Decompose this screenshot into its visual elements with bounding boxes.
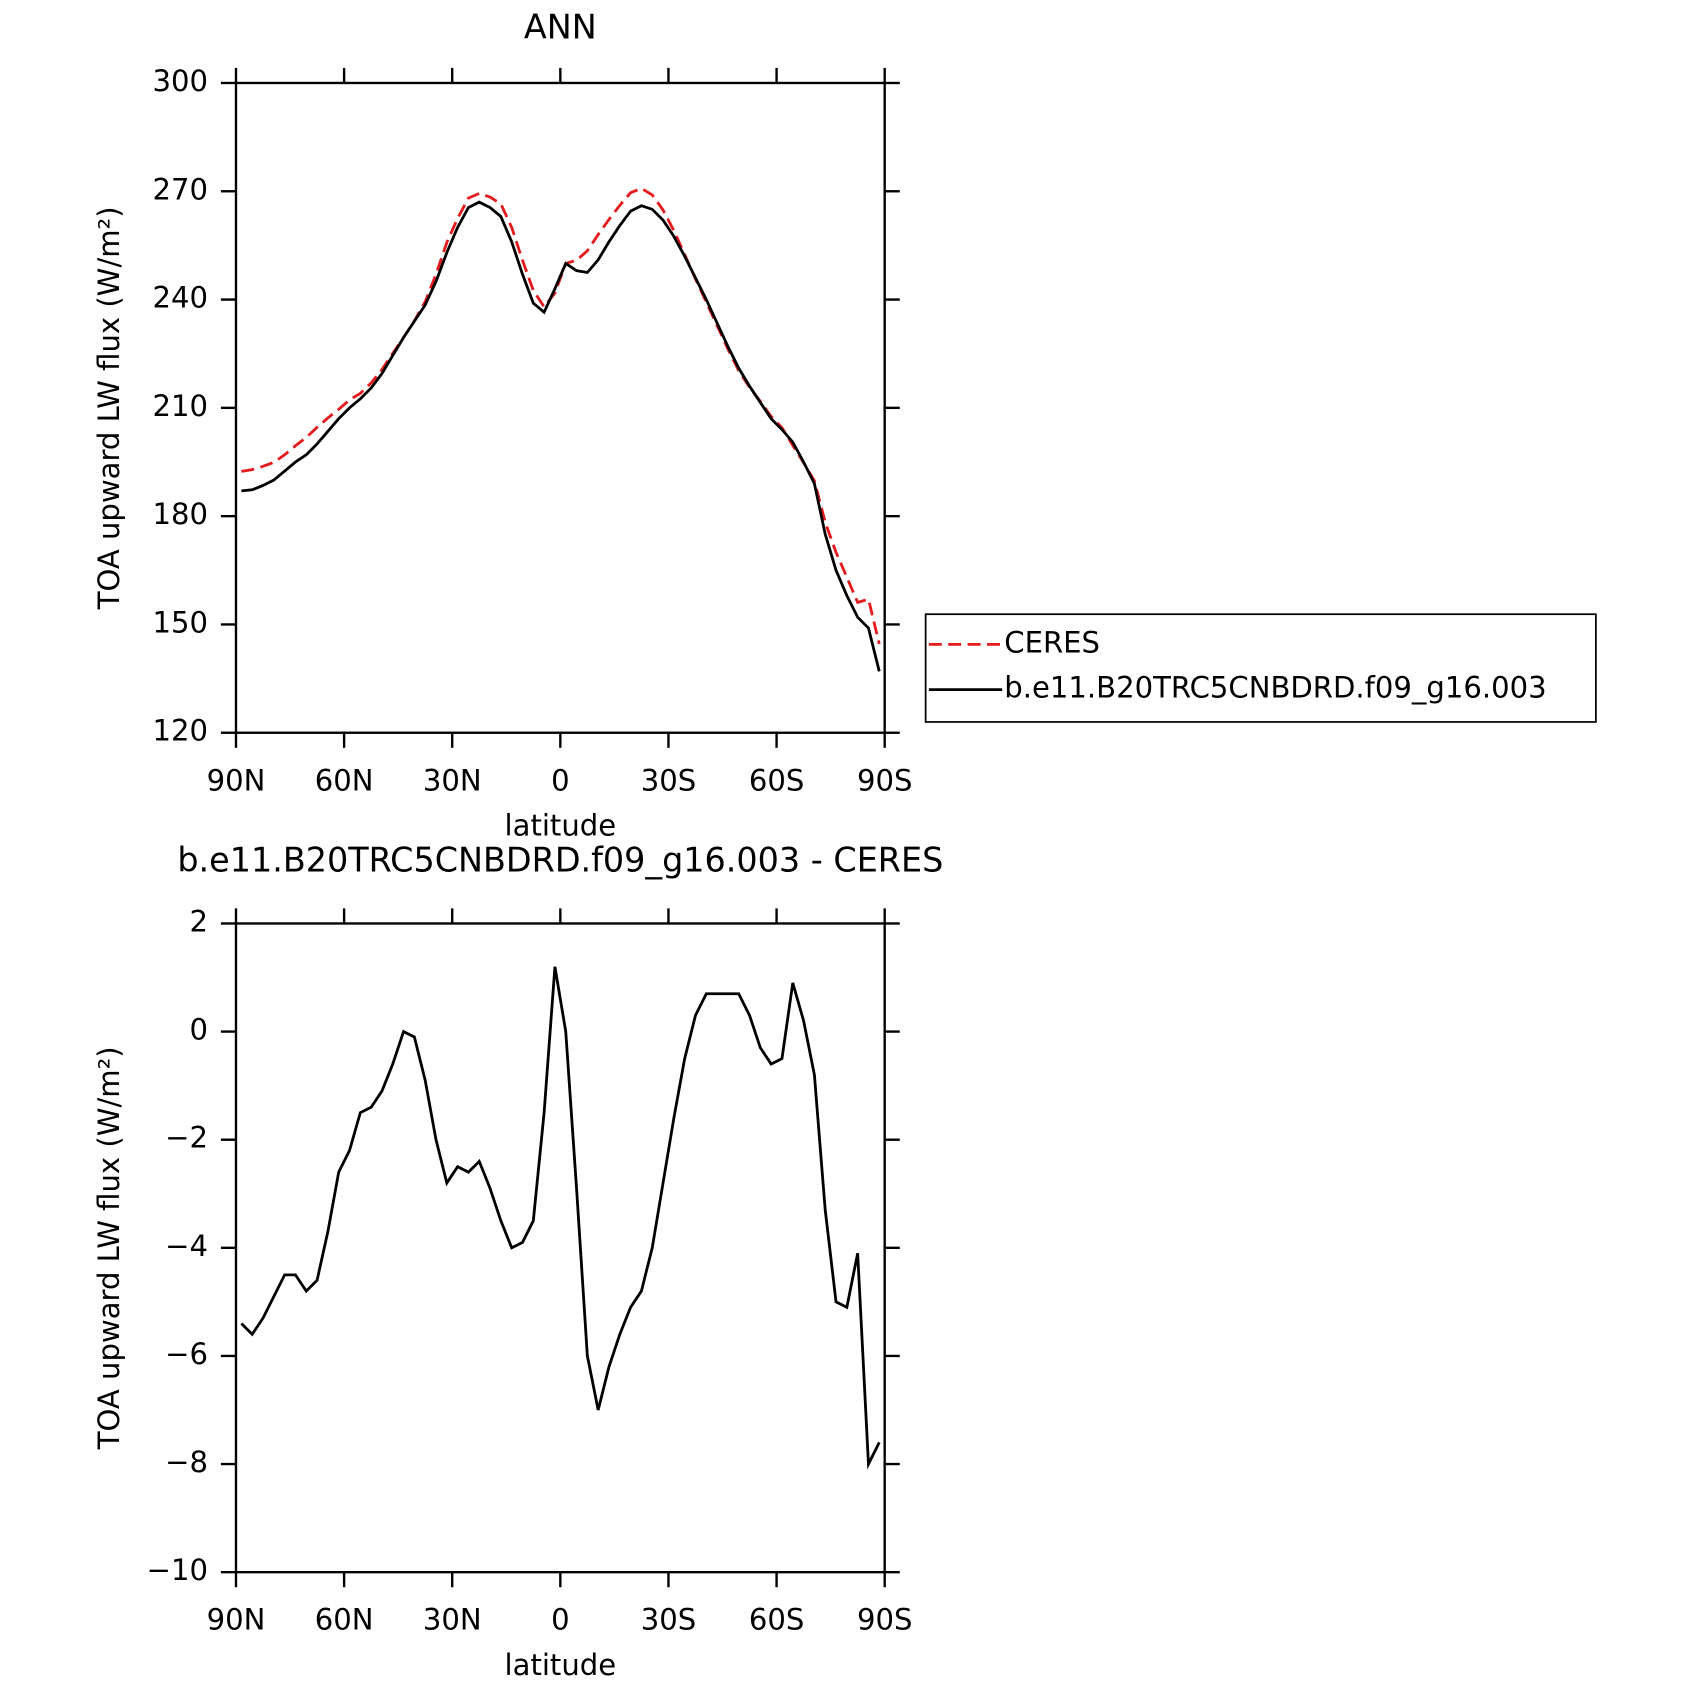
- x-tick-label: 30N: [423, 1603, 482, 1637]
- x-tick-label: 30S: [641, 1603, 696, 1637]
- data-line: [241, 186, 881, 645]
- chart-title: ANN: [524, 8, 597, 47]
- x-axis-label: latitude: [505, 1648, 617, 1681]
- y-tick-label: 150: [152, 605, 208, 639]
- y-axis-label: TOA upward LW flux (W/m²): [92, 1046, 126, 1450]
- x-tick-label: 0: [551, 1603, 570, 1637]
- x-tick-label: 0: [551, 763, 570, 797]
- x-tick-label: 90S: [857, 1603, 912, 1637]
- y-tick-label: 270: [152, 172, 208, 206]
- chart-title: b.e11.B20TRC5CNBDRD.f09_g16.003 - CERES: [177, 841, 943, 880]
- y-tick-label: 120: [152, 714, 208, 748]
- y-tick-label: −2: [165, 1121, 208, 1155]
- x-tick-label: 90N: [207, 763, 266, 797]
- x-tick-label: 90S: [857, 763, 912, 797]
- x-tick-label: 60N: [315, 763, 374, 797]
- data-line: [240, 966, 881, 1470]
- y-tick-label: 180: [152, 497, 208, 531]
- y-tick-label: −8: [165, 1445, 208, 1479]
- x-tick-label: 30S: [641, 763, 696, 797]
- y-tick-label: 0: [189, 1013, 208, 1047]
- x-tick-label: 60S: [749, 1603, 804, 1637]
- y-tick-label: 300: [152, 64, 208, 98]
- y-axis-label: TOA upward LW flux (W/m²): [92, 206, 126, 610]
- legend-box: [924, 613, 1597, 723]
- plot-frame: [234, 922, 886, 1574]
- x-tick-label: 60N: [315, 1603, 374, 1637]
- legend-label: CERES: [1004, 625, 1100, 659]
- y-tick-label: 240: [152, 281, 208, 315]
- y-tick-label: −4: [165, 1229, 208, 1263]
- x-axis-label: latitude: [505, 809, 617, 843]
- y-tick-label: −6: [165, 1337, 208, 1371]
- data-line: [241, 200, 881, 672]
- plot-frame: [234, 81, 886, 734]
- y-tick-label: 210: [152, 389, 208, 423]
- x-tick-label: 30N: [423, 763, 482, 797]
- y-tick-label: −10: [147, 1553, 208, 1587]
- y-tick-label: 2: [189, 904, 208, 938]
- x-tick-label: 60S: [749, 763, 804, 797]
- x-tick-label: 90N: [207, 1603, 266, 1637]
- legend-label: b.e11.B20TRC5CNBDRD.f09_g16.003: [1004, 671, 1546, 705]
